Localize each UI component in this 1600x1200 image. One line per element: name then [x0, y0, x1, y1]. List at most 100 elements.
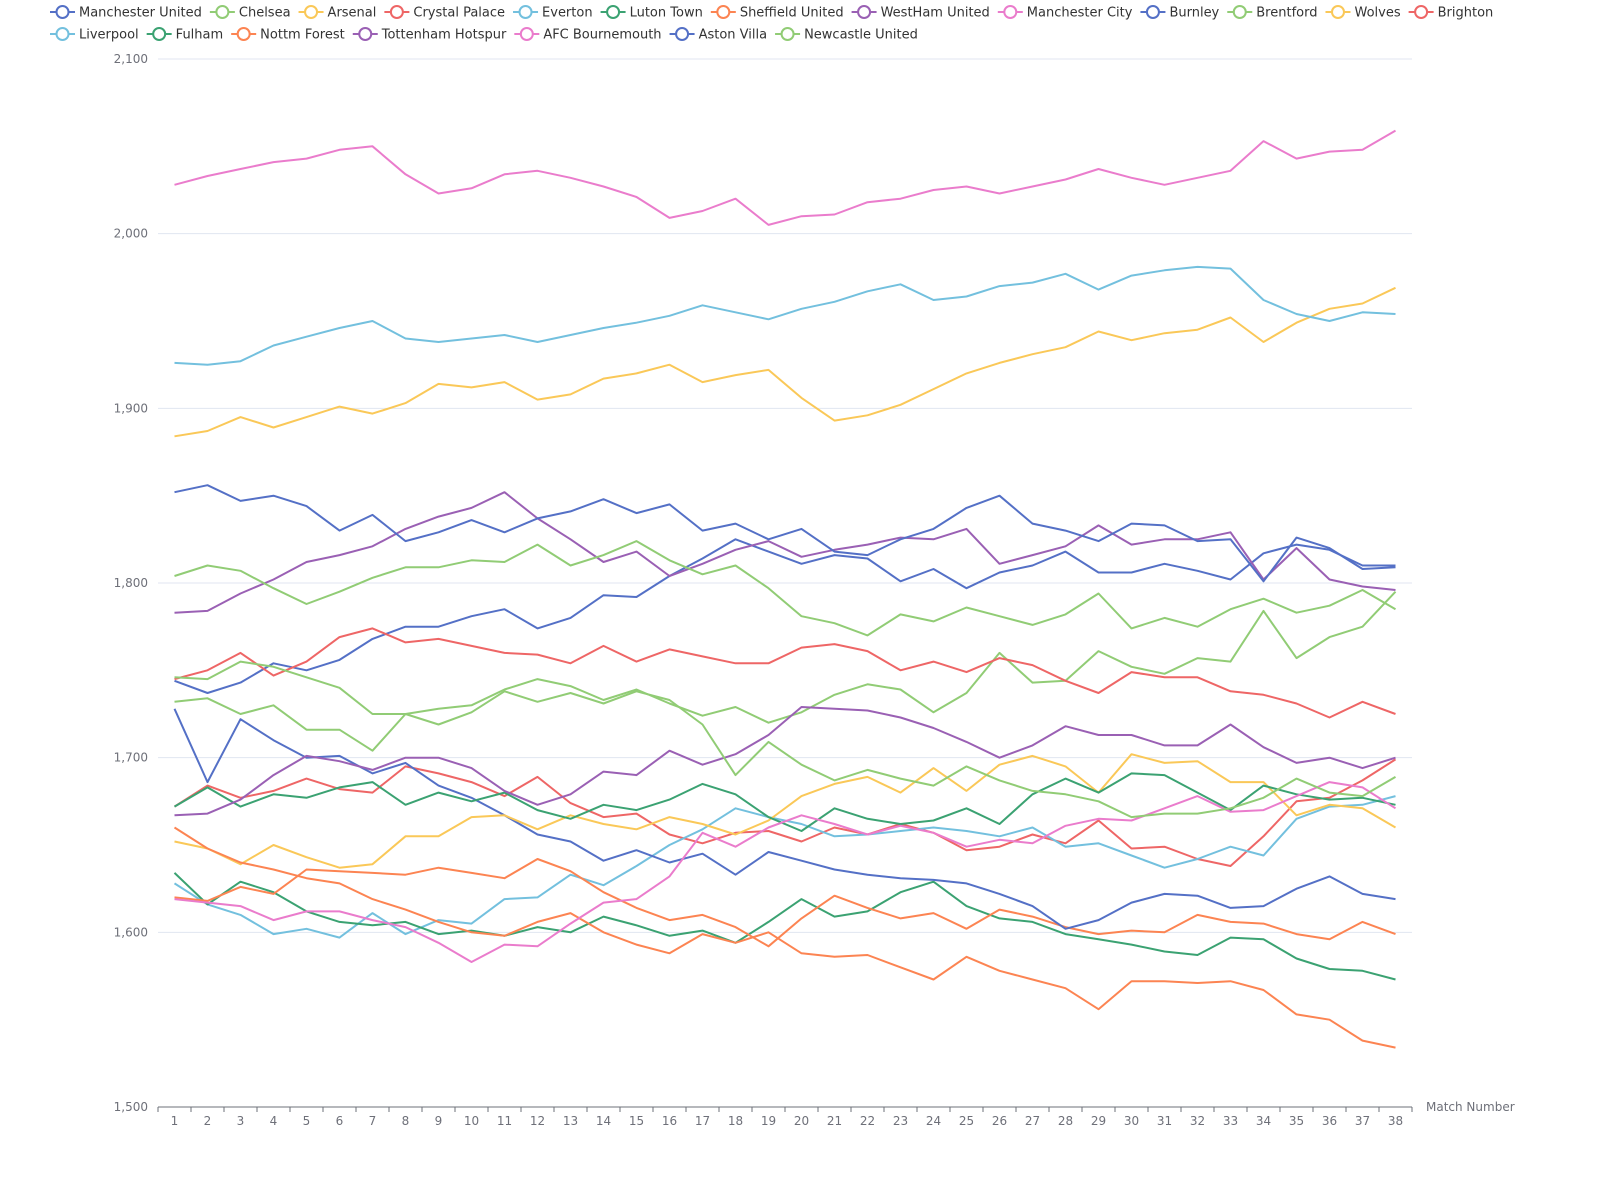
- legend-marker: [1232, 5, 1247, 19]
- x-tick-label: 3: [237, 1114, 245, 1128]
- legend-item[interactable]: Everton: [513, 5, 593, 21]
- legend-label: Tottenham Hotspur: [381, 28, 507, 43]
- legend-label: Manchester City: [1027, 6, 1133, 21]
- x-tick-label: 16: [662, 1114, 677, 1128]
- x-tick-label: 24: [926, 1114, 941, 1128]
- series-line: [174, 660, 1397, 819]
- legend-label: Brighton: [1438, 6, 1494, 21]
- legend-item[interactable]: Liverpool: [50, 27, 139, 43]
- series-line: [173, 708, 1396, 930]
- series-line: [174, 753, 1397, 869]
- series-line: [174, 286, 1396, 438]
- y-tick-label: 2,100: [114, 52, 148, 66]
- legend-label: Arsenal: [328, 6, 377, 21]
- legend-item[interactable]: Sheffield United: [710, 5, 844, 21]
- legend-item[interactable]: Fulham: [146, 27, 224, 43]
- legend-label: Sheffield United: [740, 6, 844, 21]
- legend-label: Brentford: [1256, 6, 1317, 21]
- legend-item[interactable]: Brighton: [1408, 5, 1494, 21]
- legend[interactable]: Manchester United Chelsea Arsenal Crystal P…: [50, 5, 1494, 43]
- x-tick-label: 25: [959, 1114, 974, 1128]
- legend-marker: [1145, 5, 1160, 19]
- legend-label: Chelsea: [239, 6, 291, 21]
- legend-item[interactable]: Wolves: [1325, 5, 1401, 21]
- legend-item[interactable]: Manchester United: [50, 5, 202, 21]
- legend-item[interactable]: WestHam United: [851, 5, 990, 21]
- x-tick-label: 8: [402, 1114, 410, 1128]
- axes: 1 2 3 4 5 6 7 8 9 10 11 12 13 14 15 16 17 18 19 20 21 22 23 24 2…: [157, 1106, 1413, 1128]
- legend-item[interactable]: Aston Villa: [669, 27, 768, 43]
- series-line: [173, 758, 1397, 867]
- x-tick-label: 1: [171, 1114, 179, 1128]
- x-tick-label: 17: [695, 1114, 710, 1128]
- legend-item[interactable]: Luton Town: [600, 5, 703, 21]
- legend-marker: [606, 5, 621, 19]
- series-line: [173, 826, 1396, 1049]
- series-line: [173, 772, 1396, 832]
- x-tick-label: 11: [497, 1114, 512, 1128]
- legend-marker: [215, 5, 230, 19]
- series-line: [174, 781, 1397, 963]
- legend-item[interactable]: AFC Bournemouth: [514, 27, 662, 43]
- y-tick-label: 1,700: [114, 751, 148, 765]
- series-line: [174, 491, 1396, 614]
- legend-marker: [518, 5, 533, 19]
- legend-marker: [389, 5, 404, 19]
- series-line: [174, 540, 1397, 637]
- x-tick-label: 37: [1355, 1114, 1370, 1128]
- series-line: [174, 484, 1396, 583]
- legend-item[interactable]: Burnley: [1140, 5, 1220, 21]
- legend-marker: [716, 5, 731, 19]
- series-line: [174, 129, 1397, 226]
- legend-marker: [519, 27, 534, 41]
- x-tick-label: 28: [1058, 1114, 1073, 1128]
- x-tick-label: 23: [893, 1114, 908, 1128]
- legend-marker: [1330, 5, 1345, 19]
- legend-marker: [1003, 5, 1018, 19]
- y-tick-label: 1,800: [114, 576, 148, 590]
- x-tick-label: 34: [1256, 1114, 1271, 1128]
- x-tick-label: 10: [464, 1114, 479, 1128]
- legend-label: WestHam United: [881, 6, 990, 21]
- x-tick-label: 35: [1289, 1114, 1304, 1128]
- x-tick-label: 36: [1322, 1114, 1337, 1128]
- y-tick-label: 1,500: [114, 1100, 148, 1114]
- legend-item[interactable]: Crystal Palace: [384, 5, 505, 21]
- x-axis-label: Match Number: [1426, 1100, 1515, 1114]
- legend-item[interactable]: Manchester City: [997, 5, 1133, 21]
- legend-item[interactable]: Chelsea: [209, 5, 291, 21]
- legend-marker: [1414, 5, 1429, 19]
- legend-label: AFC Bournemouth: [543, 28, 661, 43]
- legend-item[interactable]: Nottm Forest: [231, 27, 345, 43]
- x-tick-label: 30: [1124, 1114, 1139, 1128]
- x-tick-label: 13: [563, 1114, 578, 1128]
- series-line: [174, 706, 1396, 817]
- series-line: [174, 627, 1396, 719]
- series-line: [174, 591, 1397, 752]
- legend-label: Crystal Palace: [413, 6, 505, 21]
- series-line: [174, 538, 1396, 694]
- x-tick-label: 2: [204, 1114, 212, 1128]
- x-tick-label: 9: [435, 1114, 443, 1128]
- y-tick-label: 1,600: [114, 925, 148, 939]
- x-tick-label: 5: [303, 1114, 311, 1128]
- legend-item[interactable]: Brentford: [1227, 5, 1317, 21]
- series-line: [174, 858, 1396, 948]
- legend-item[interactable]: Arsenal: [298, 5, 377, 21]
- x-tick-label: 31: [1157, 1114, 1172, 1128]
- legend-item[interactable]: Tottenham Hotspur: [352, 27, 507, 43]
- legend-label: Burnley: [1169, 6, 1219, 21]
- legend-label: Nottm Forest: [260, 28, 345, 43]
- series-lines: [173, 129, 1397, 1049]
- x-tick-label: 7: [369, 1114, 377, 1128]
- x-tick-label: 12: [530, 1114, 545, 1128]
- y-gridlines: 1,500 1,600 1,700 1,800 1,900 2,000 2,100: [114, 52, 1412, 1114]
- series-line: [174, 265, 1396, 366]
- legend-marker: [55, 5, 70, 19]
- legend-label: Liverpool: [79, 28, 139, 43]
- legend-item[interactable]: Newcastle United: [775, 27, 918, 43]
- x-tick-label: 6: [336, 1114, 344, 1128]
- legend-label: Newcastle United: [804, 28, 918, 43]
- legend-label: Aston Villa: [699, 28, 768, 43]
